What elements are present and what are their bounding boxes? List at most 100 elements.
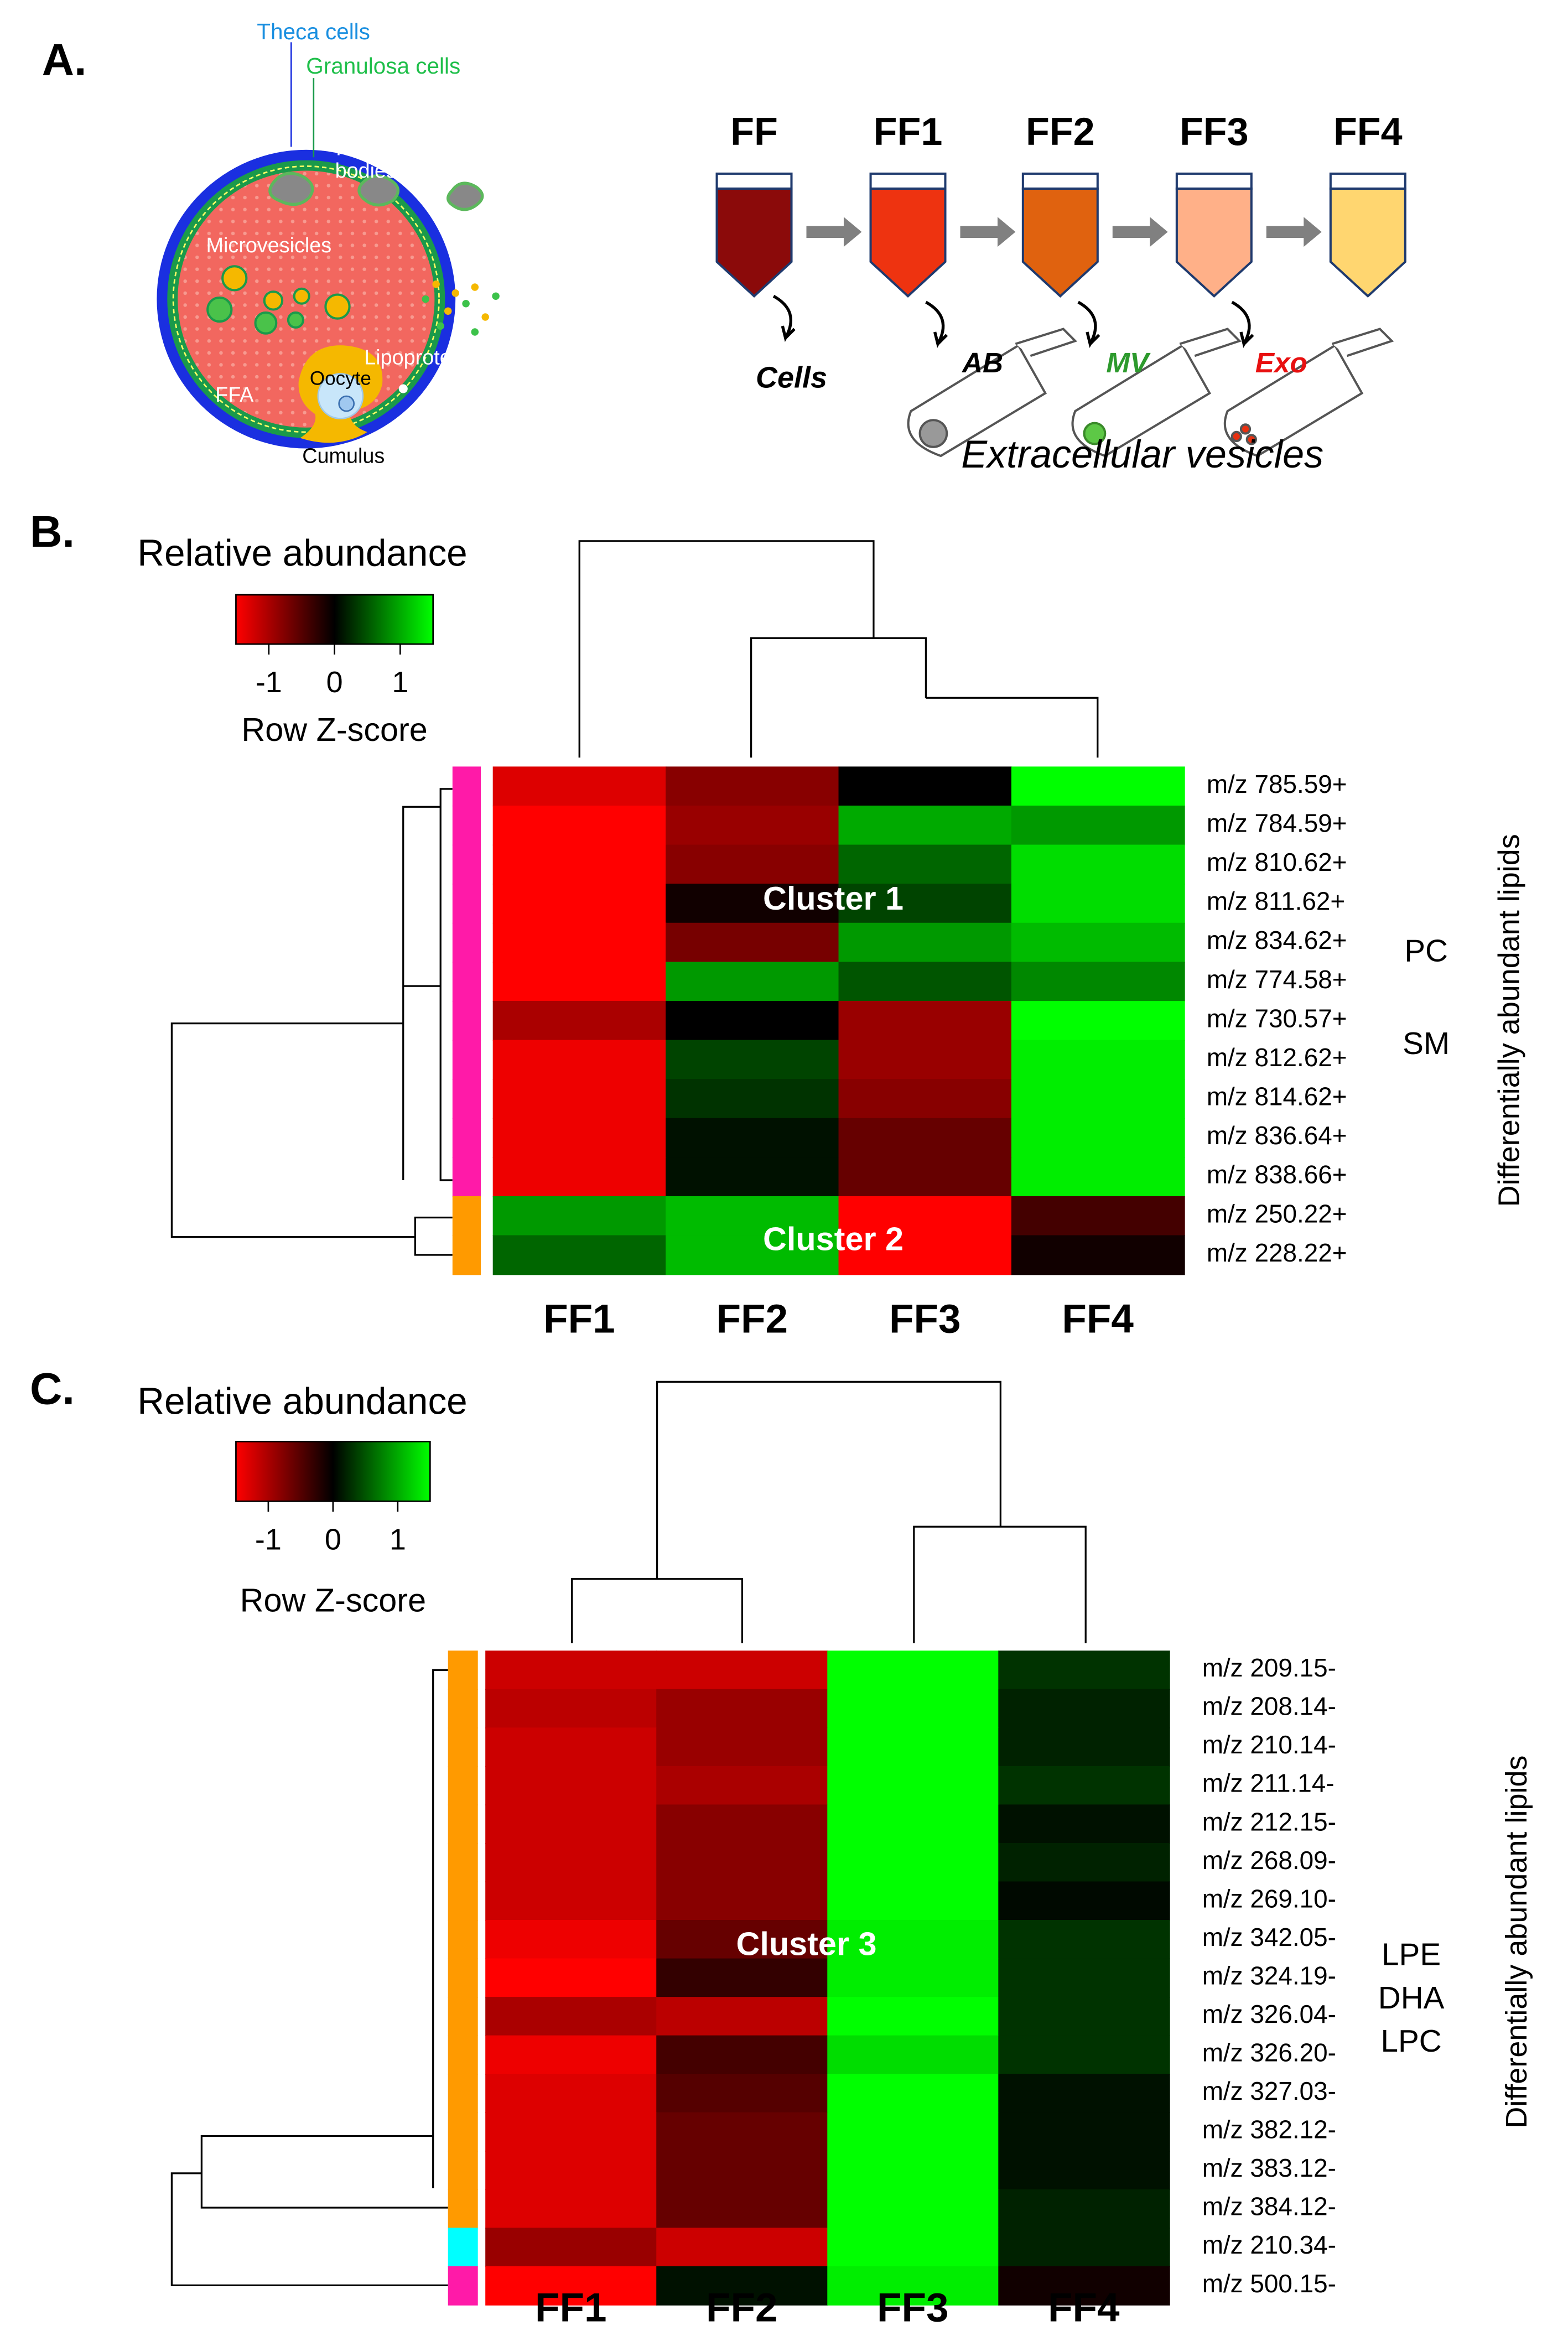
heatmap-cell <box>1011 1235 1185 1275</box>
group-bar <box>448 1804 478 1844</box>
follicle-label: Granulosa cells <box>306 53 460 79</box>
legend-caption: Row Z-score <box>241 711 427 748</box>
follicle-label: FFA <box>215 383 254 407</box>
heatmap-cell <box>485 2228 657 2267</box>
heatmap-cell <box>1011 1040 1185 1080</box>
column-label: FF1 <box>535 2285 607 2330</box>
heatmap-cell <box>838 1040 1013 1080</box>
heatmap-cell <box>485 1881 657 1921</box>
heatmap-cell <box>1011 805 1185 845</box>
row-label: m/z 326.04- <box>1202 2000 1336 2028</box>
legend-caption: Row Z-score <box>240 1582 426 1619</box>
row-label: m/z 342.05- <box>1202 1923 1336 1951</box>
group-bar <box>452 1196 481 1236</box>
heatmap-cell <box>827 1727 999 1767</box>
group-bar <box>448 2074 478 2114</box>
row-label: m/z 211.14- <box>1202 1769 1335 1798</box>
row-label: m/z 810.62+ <box>1207 848 1347 876</box>
group-bar <box>448 2189 478 2229</box>
group-bar <box>452 766 481 807</box>
heatmap-cell <box>1011 884 1185 924</box>
axis-label: Differentially abundant lipids <box>1493 834 1526 1207</box>
panel-label: C. <box>30 1364 75 1414</box>
group-bar <box>448 1842 478 1882</box>
column-label: FF2 <box>716 1297 788 1342</box>
legend-tick-label: 0 <box>326 666 343 699</box>
heatmap-cell <box>485 1766 657 1805</box>
heatmap-cell <box>998 1920 1170 1959</box>
heatmap-cell <box>666 805 839 845</box>
heatmap-cell <box>666 1235 839 1275</box>
panel-label: B. <box>30 507 75 557</box>
tube <box>1175 187 1253 298</box>
heatmap-cell <box>827 2035 999 2075</box>
class-label: DHA <box>1378 1981 1445 2016</box>
group-bar <box>452 884 481 924</box>
follicle-label: Oocyte <box>310 368 371 390</box>
follicle-label: Exo <box>454 253 490 277</box>
group-bar <box>452 962 481 1002</box>
heatmap-cell <box>827 1689 999 1729</box>
color-bar <box>235 1441 431 1502</box>
heatmap-cell <box>656 1766 828 1805</box>
heatmap-cell <box>656 1727 828 1767</box>
heatmap-cell <box>492 922 667 963</box>
heatmap-cell <box>666 1040 839 1080</box>
row-label: m/z 268.09- <box>1202 1846 1336 1875</box>
heatmap-cell <box>485 1997 657 2036</box>
heatmap-cell <box>827 1650 999 1690</box>
heatmap-cell <box>838 1235 1013 1275</box>
group-bar <box>448 1997 478 2036</box>
heatmap-cell <box>666 1196 839 1236</box>
tube-label: FF3 <box>1180 110 1249 153</box>
row-label: m/z 785.59+ <box>1207 770 1347 798</box>
group-bar <box>452 1157 481 1197</box>
heatmap-cell <box>492 1118 667 1158</box>
heatmap-cell <box>1011 766 1185 807</box>
column-label: FF3 <box>889 1297 961 1342</box>
heatmap-cell <box>998 1958 1170 1998</box>
column-label: FF4 <box>1048 2285 1120 2330</box>
heatmap-cell <box>492 766 667 807</box>
follicle-label: bodies <box>335 159 397 183</box>
heatmap-cell <box>656 2228 828 2267</box>
row-label: m/z 730.57+ <box>1207 1004 1347 1032</box>
cluster-label: Cluster 1 <box>763 880 904 917</box>
heatmap-cell <box>666 884 839 924</box>
heatmap-cell <box>656 2074 828 2114</box>
heatmap-cell <box>827 2074 999 2114</box>
heatmap-cell <box>485 2074 657 2114</box>
row-label: m/z 212.15- <box>1202 1807 1336 1836</box>
heatmap-cell <box>492 962 667 1002</box>
group-bar <box>452 922 481 963</box>
group-bar <box>448 1650 478 1690</box>
heatmap-cell <box>656 2189 828 2229</box>
group-bar <box>448 1958 478 1998</box>
row-label: m/z 774.58+ <box>1207 965 1347 994</box>
heatmap-cell <box>485 1650 657 1690</box>
row-label: m/z 836.64+ <box>1207 1121 1347 1150</box>
heatmap-cell <box>656 1881 828 1921</box>
heatmap-cell <box>838 1118 1013 1158</box>
class-label: LPC <box>1380 2024 1441 2059</box>
row-label: m/z 834.62+ <box>1207 926 1347 954</box>
heatmap-cell <box>998 1727 1170 1767</box>
tube-label: FF <box>730 110 778 153</box>
heatmap-cell <box>492 1079 667 1119</box>
heatmap-cell <box>1011 1196 1185 1236</box>
heatmap-cell <box>998 2228 1170 2267</box>
row-label: m/z 384.12- <box>1202 2192 1336 2221</box>
group-bar <box>448 1727 478 1767</box>
follicle-label: Theca cells <box>257 19 370 44</box>
heatmap-cell <box>492 1000 667 1041</box>
row-label: m/z 210.34- <box>1202 2230 1336 2259</box>
follicle-label: Cumulus <box>302 445 385 468</box>
row-label: m/z 784.59+ <box>1207 808 1347 837</box>
cluster-label: Cluster 2 <box>763 1220 904 1257</box>
group-bar <box>448 2035 478 2075</box>
heatmap-cell <box>656 2266 828 2306</box>
heatmap-cell <box>998 2112 1170 2152</box>
heatmap-cell <box>492 1235 667 1275</box>
heatmap-cell <box>998 2189 1170 2229</box>
row-label: m/z 383.12- <box>1202 2153 1336 2182</box>
